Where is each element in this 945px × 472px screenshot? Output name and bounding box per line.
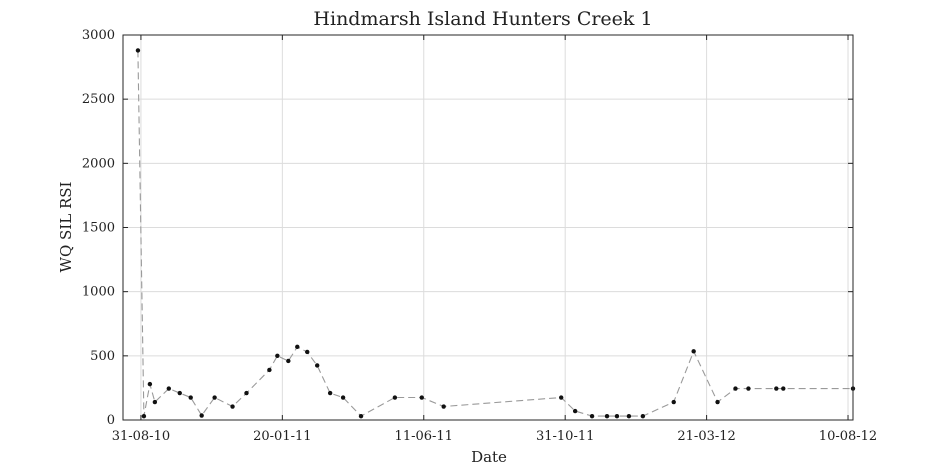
y-tick-label: 2500	[82, 92, 115, 107]
x-tick-label: 20-01-11	[253, 429, 311, 444]
data-point	[152, 399, 158, 405]
data-point	[135, 48, 141, 53]
y-tick-label: 3000	[82, 28, 115, 43]
data-point	[244, 390, 249, 396]
data-point	[327, 390, 333, 396]
data-point	[671, 399, 676, 405]
y-tick-label: 2000	[82, 156, 115, 171]
data-point	[212, 395, 217, 400]
data-point	[305, 349, 310, 355]
x-tick-label: 11-06-11	[395, 429, 453, 444]
data-point	[604, 413, 610, 419]
data-point	[441, 404, 446, 409]
y-tick-label: 500	[90, 349, 115, 364]
data-point	[147, 381, 153, 387]
x-tick-label: 31-10-11	[536, 429, 594, 444]
y-tick-label: 1500	[82, 221, 115, 236]
x-tick-label: 31-08-10	[112, 429, 170, 444]
axes	[122, 34, 854, 421]
data-point	[614, 413, 620, 419]
data-point	[275, 353, 280, 359]
data-point	[558, 395, 564, 400]
tick-labels: 0 500 1000 1500 2000 2500 3000 31-08-10 20-01-11…	[82, 28, 877, 444]
data-point	[141, 413, 147, 419]
data-point	[177, 390, 182, 396]
data-point	[267, 367, 272, 373]
data-point	[188, 395, 193, 400]
data-point	[358, 413, 364, 419]
data-point	[286, 358, 291, 364]
data-point	[315, 363, 320, 368]
series-layer	[135, 48, 856, 419]
data-point	[626, 413, 632, 419]
grid	[123, 34, 853, 421]
data-point	[640, 413, 646, 419]
data-point	[781, 386, 786, 391]
data-point	[746, 386, 751, 391]
y-tick-label: 1000	[82, 285, 115, 300]
data-point	[715, 399, 720, 405]
data-point	[166, 386, 172, 391]
data-point	[199, 413, 204, 418]
y-tick-label: 0	[107, 413, 115, 428]
data-point	[392, 395, 398, 400]
data-point	[419, 395, 424, 400]
x-tick-label: 10-08-12	[819, 429, 877, 444]
data-point	[733, 386, 738, 391]
data-point	[340, 395, 346, 400]
y-axis-label: WQ SIL RSI	[57, 181, 75, 272]
x-axis-label: Date	[471, 448, 507, 466]
data-point	[230, 404, 235, 409]
series-line	[137, 50, 853, 417]
chart-title: Hindmarsh Island Hunters Creek 1	[313, 8, 652, 30]
data-point	[589, 413, 595, 419]
data-point	[295, 344, 300, 350]
x-tick-label: 21-03-12	[677, 429, 735, 444]
data-point	[691, 349, 696, 354]
data-point	[572, 408, 578, 414]
data-point	[774, 386, 779, 391]
